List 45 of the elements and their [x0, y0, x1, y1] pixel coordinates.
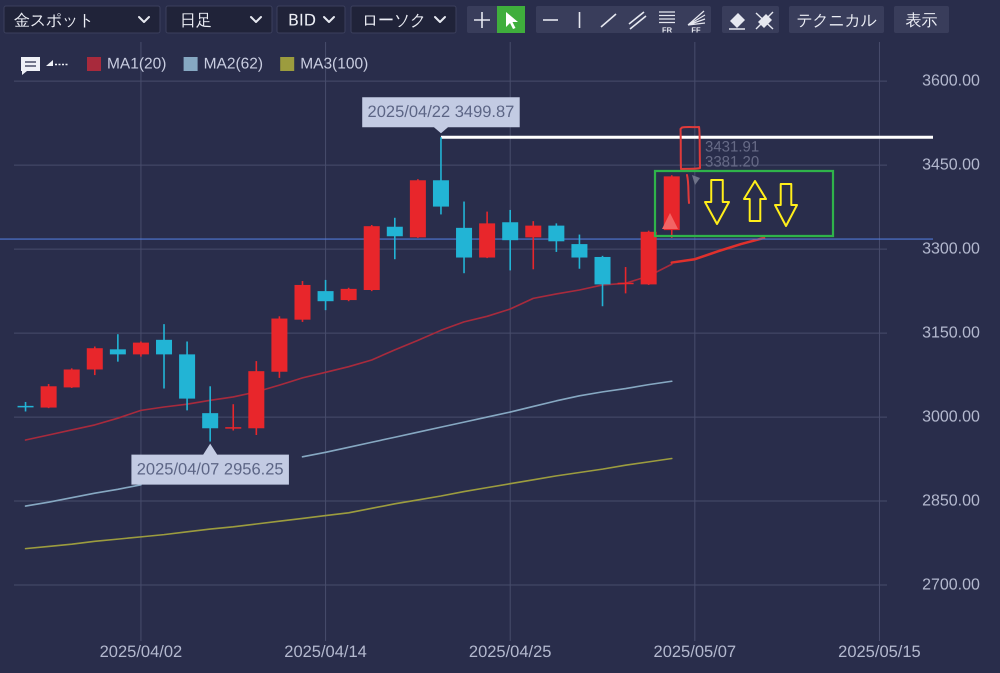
candlestick	[18, 401, 34, 412]
candlestick	[318, 279, 334, 311]
annotation: 2025/04/22 3499.87	[368, 103, 514, 122]
candlestick	[202, 385, 218, 442]
x-tick-label: 2025/04/14	[284, 643, 367, 661]
candlestick	[502, 209, 518, 272]
x-tick-label: 2025/04/25	[468, 643, 552, 661]
annotation: 3381.20	[705, 154, 760, 170]
candlestick	[132, 340, 149, 358]
x-tick-label: 2025/05/15	[838, 643, 921, 661]
candlestick	[548, 222, 564, 253]
y-tick-label: 3450.00	[922, 156, 980, 174]
annotation: 2025/04/07 2956.25	[136, 460, 284, 479]
text: 表示	[906, 10, 938, 30]
line-series	[670, 236, 766, 264]
y-tick-label: 2700.00	[922, 576, 980, 594]
candlestick	[386, 216, 403, 260]
y-tick-label: 2850.00	[922, 492, 980, 510]
line-series	[24, 263, 673, 441]
candlestick	[525, 220, 542, 270]
text: 金スポット	[14, 10, 94, 30]
line-series	[24, 458, 673, 550]
candlestick	[156, 323, 172, 390]
x-tick-label: 2025/05/07	[654, 643, 736, 661]
text: テクニカル	[796, 10, 876, 30]
y-tick-label: 3000.00	[922, 408, 980, 426]
legend-label: MA2(62)	[204, 56, 264, 72]
legend-label: MA1(20)	[107, 56, 166, 72]
text: 日足	[180, 10, 212, 30]
y-tick-label: 3300.00	[922, 240, 980, 258]
y-tick-label: 3150.00	[922, 324, 980, 342]
candlestick	[340, 286, 357, 302]
annotation: 3431.91	[705, 138, 760, 156]
candlestick	[86, 346, 103, 376]
text: BID	[288, 10, 316, 30]
candlestick	[40, 383, 57, 409]
candlestick	[571, 234, 588, 270]
y-tick-label: 3600.00	[922, 72, 980, 90]
text: ローソク	[362, 10, 426, 30]
legend-label: MA3(100)	[300, 56, 368, 72]
candlestick	[618, 266, 634, 294]
x-tick-label: 2025/04/02	[100, 643, 182, 661]
candlestick	[225, 403, 242, 432]
candlestick	[64, 368, 80, 389]
candlestick	[110, 333, 126, 362]
